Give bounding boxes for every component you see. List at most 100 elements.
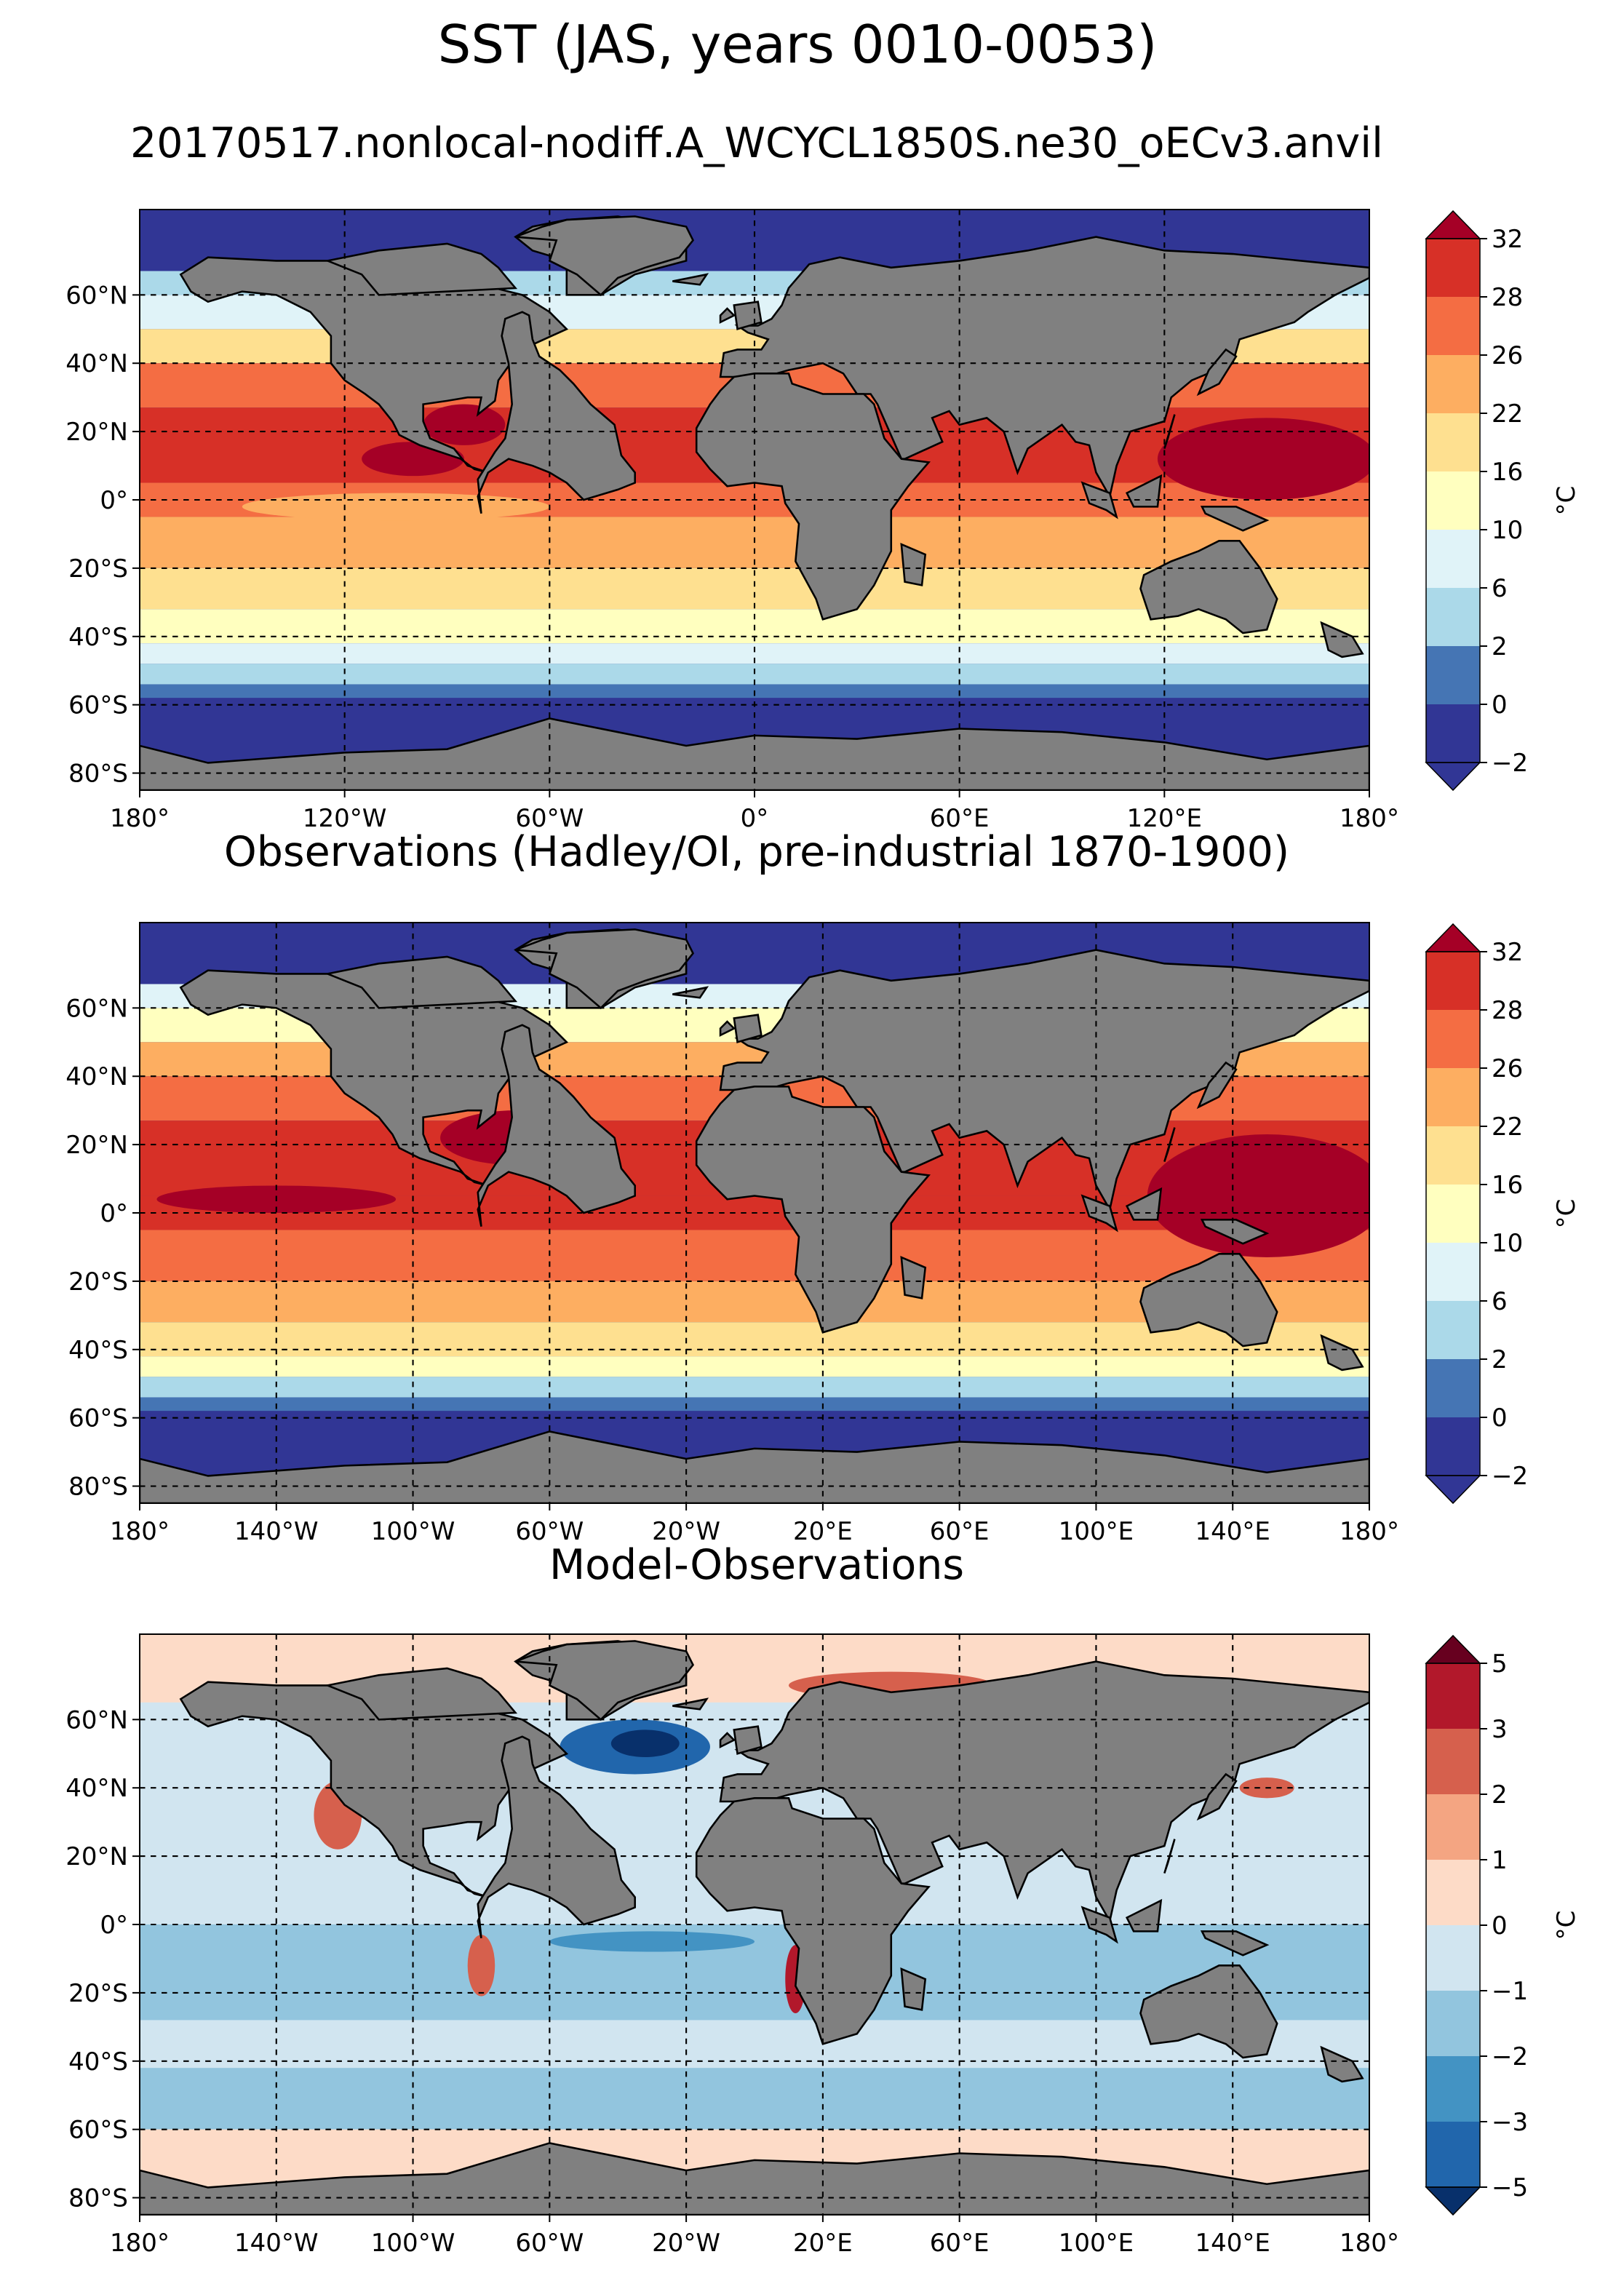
sst-band-south-front: [140, 1397, 1369, 1412]
y-tick-label: 0°: [100, 486, 128, 515]
colorbar-segment: [1426, 1991, 1480, 2057]
panel-title-observations: Observations (Hadley/OI, pre-industrial …: [224, 828, 1289, 876]
x-tick-labels: 180° 120°W 60°W 0° 60°E 120°E 180°: [110, 790, 1399, 833]
x-tick-label: 120°E: [1127, 804, 1202, 833]
colorbar-segment: [1426, 1010, 1480, 1069]
colorbar-tick-label: 10: [1492, 1229, 1523, 1258]
warm-pool-west-pacific: [1147, 1134, 1369, 1257]
x-tick-label: 60°E: [930, 1517, 990, 1546]
gridlines: [140, 923, 1369, 1503]
colorbar-outline: [1425, 238, 1481, 763]
colorbar-segment: [1426, 1126, 1480, 1185]
colorbar-tick-label: −2: [1492, 749, 1528, 778]
colorbar-segment: [1426, 297, 1480, 356]
warm-bias-peru: [467, 1935, 495, 1997]
panel-observations-sst: 60°N 40°N 20°N 0° 20°S 40°S 60°S 80°S 180° 140°W…: [65, 922, 1581, 1546]
colorbar-segment: [1426, 239, 1480, 298]
colorbar-segment: [1426, 588, 1480, 647]
x-tick-label: 100°W: [371, 1517, 455, 1546]
y-tick-label: 80°S: [68, 1473, 128, 1502]
colorbar-tick-label: 32: [1492, 225, 1523, 254]
x-tick-label: 140°W: [234, 1517, 319, 1546]
colorbar-tick-label: 1: [1492, 1846, 1508, 1875]
colorbar: 32 28 26 22 16 10 6 2 0 −2 °C: [1425, 210, 1581, 792]
colorbar-extend-max: [1425, 923, 1481, 952]
y-tick-label: 80°S: [68, 2184, 128, 2213]
colorbar-segment: [1426, 530, 1480, 589]
colorbar-tick-label: 6: [1492, 574, 1508, 603]
colorbar-tick-label: 22: [1492, 399, 1523, 429]
colorbar-tick-label: 0: [1492, 690, 1508, 720]
sst-band-south-colder: [140, 1377, 1369, 1398]
y-tick-labels: 60°N 40°N 20°N 0° 20°S 40°S 60°S 80°S: [65, 994, 140, 1502]
y-tick-label: 20°S: [68, 554, 128, 584]
colorbar-segment: [1426, 1417, 1480, 1476]
x-tick-label: 20°W: [652, 1517, 720, 1546]
colorbar-segment: [1426, 413, 1480, 472]
sst-band-south-warm: [140, 1230, 1369, 1281]
y-tick-label: 40°S: [68, 1336, 128, 1365]
cold-tongue-east-pacific: [242, 493, 550, 521]
colorbar-segment: [1426, 1925, 1480, 1991]
y-tick-labels: 60°N 40°N 20°N 0° 20°S 40°S 60°S 80°S: [65, 281, 140, 789]
x-tick-labels: 180° 140°W 100°W 60°W 20°W 20°E 60°E 100°E 140°E…: [110, 1503, 1399, 1546]
colorbar-extend-min: [1425, 1475, 1481, 1505]
colorbar-tick-label: 2: [1492, 632, 1508, 661]
colorbar-segment: [1426, 2122, 1480, 2188]
x-tick-label: 20°E: [793, 1517, 853, 1546]
cold-bias-north-atlantic-core: [610, 1729, 680, 1757]
colorbar-tick-label: 2: [1492, 1345, 1508, 1374]
colorbar-segment: [1426, 471, 1480, 530]
x-tick-labels: 180° 140°W 100°W 60°W 20°W 20°E 60°E 100°E 140°E…: [110, 2215, 1399, 2258]
colorbar-tick-label: 10: [1492, 516, 1523, 545]
y-tick-label: 60°N: [65, 994, 128, 1023]
y-tick-label: 40°N: [65, 349, 128, 378]
x-tick-label: 60°W: [515, 804, 584, 833]
map-area: [140, 210, 1369, 790]
y-tick-label: 60°S: [68, 1404, 128, 1433]
x-tick-label: 100°E: [1059, 1517, 1134, 1546]
y-tick-label: 20°S: [68, 1267, 128, 1297]
x-tick-label: 180°: [1340, 1517, 1399, 1546]
colorbar-extend-max: [1425, 210, 1481, 239]
x-tick-label: 140°E: [1195, 2229, 1270, 2258]
x-tick-label: 20°W: [652, 2229, 720, 2258]
x-tick-label: 180°: [1340, 804, 1399, 833]
panel-model-sst: 60°N 40°N 20°N 0° 20°S 40°S 60°S 80°S 180° 120°W…: [65, 209, 1581, 833]
colorbar-outline: [1425, 951, 1481, 1476]
colorbar-tick-label: 0: [1492, 1404, 1508, 1433]
gridlines: [140, 210, 1369, 790]
colorbar-label: °C: [1552, 486, 1581, 516]
y-tick-label: 80°S: [68, 760, 128, 789]
colorbar-segment: [1426, 1301, 1480, 1360]
colorbar-segment: [1426, 1243, 1480, 1302]
x-tick-label: 180°: [110, 804, 170, 833]
map-area: [140, 923, 1369, 1503]
y-tick-label: 0°: [100, 1911, 128, 1940]
colorbar-tick-label: 2: [1492, 1780, 1508, 1810]
x-tick-label: 100°W: [371, 2229, 455, 2258]
colorbar-tick-label: −3: [1492, 2108, 1528, 2137]
colorbar-tick-label: 16: [1492, 458, 1523, 487]
colorbar-extend-min: [1425, 2186, 1481, 2216]
sst-band-south-cold: [140, 1356, 1369, 1377]
x-tick-label: 60°W: [515, 1517, 584, 1546]
figure-title: SST (JAS, years 0010-0053): [438, 14, 1158, 75]
colorbar-tick-label: 5: [1492, 1649, 1508, 1679]
colorbar-tick-label: −1: [1492, 1977, 1528, 2006]
colorbar-tick-label: −2: [1492, 2042, 1528, 2071]
gridlines: [140, 1634, 1369, 2215]
y-tick-label: 40°S: [68, 2047, 128, 2077]
colorbar-segment: [1426, 952, 1480, 1011]
x-tick-label: 100°E: [1059, 2229, 1134, 2258]
colorbar-tick-label: 26: [1492, 341, 1523, 370]
y-tick-label: 20°N: [65, 1131, 128, 1160]
y-tick-label: 60°N: [65, 1705, 128, 1735]
panel-model-minus-observations: 60°N 40°N 20°N 0° 20°S 40°S 60°S 80°S 180° 140°W…: [65, 1633, 1581, 2258]
colorbar-tick-label: 6: [1492, 1287, 1508, 1316]
x-tick-label: 20°E: [793, 2229, 853, 2258]
colorbar-segment: [1426, 1860, 1480, 1926]
colorbar: 5 3 2 1 0 −1 −2 −3 −5 °C: [1425, 1634, 1581, 2216]
y-tick-label: 40°N: [65, 1062, 128, 1091]
